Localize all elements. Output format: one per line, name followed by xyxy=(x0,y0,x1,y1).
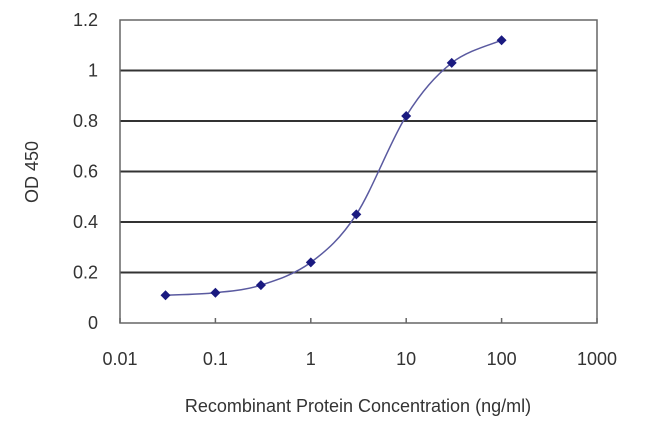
x-tick-label: 1000 xyxy=(577,349,617,369)
y-axis-label: OD 450 xyxy=(22,141,42,203)
x-tick-label: 100 xyxy=(487,349,517,369)
data-point xyxy=(210,287,221,298)
data-point xyxy=(160,290,171,301)
x-tick-label: 1 xyxy=(306,349,316,369)
data-point xyxy=(305,257,316,268)
y-tick-label: 0.8 xyxy=(73,111,98,131)
y-tick-label: 0.2 xyxy=(73,263,98,283)
x-tick-label: 0.01 xyxy=(102,349,137,369)
data-point xyxy=(351,209,362,220)
data-point xyxy=(496,35,507,46)
series-markers xyxy=(160,35,507,301)
y-tick-label: 1.2 xyxy=(73,10,98,30)
gridlines xyxy=(120,69,597,274)
data-point xyxy=(446,57,457,68)
x-tick-label: 0.1 xyxy=(203,349,228,369)
x-axis: 0.01 0.1 1 10 100 1000 xyxy=(102,318,617,369)
x-tick-label: 10 xyxy=(396,349,416,369)
y-tick-label: 1 xyxy=(88,61,98,81)
x-axis-label: Recombinant Protein Concentration (ng/ml… xyxy=(185,396,531,416)
y-tick-label: 0.6 xyxy=(73,162,98,182)
series-line xyxy=(165,39,502,296)
y-axis: 0 0.2 0.4 0.6 0.8 1 1.2 xyxy=(73,10,98,333)
y-tick-label: 0.4 xyxy=(73,212,98,232)
data-point xyxy=(255,280,266,291)
plot-area xyxy=(119,19,598,324)
data-point xyxy=(401,110,412,121)
y-tick-label: 0 xyxy=(88,313,98,333)
